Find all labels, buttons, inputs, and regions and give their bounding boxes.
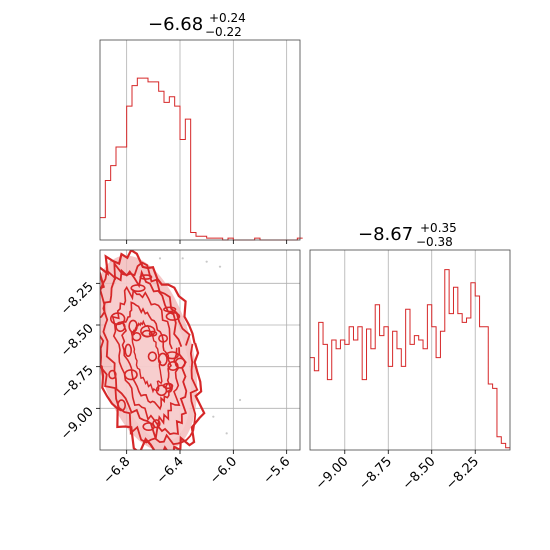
joint-ytick-label: −8.50 [58, 321, 97, 360]
hist-x-title-main: −6.68 [148, 14, 203, 35]
joint-xtick-label: −6.8 [101, 454, 134, 487]
joint-contour-loop [158, 334, 169, 343]
joint-contour-ring [121, 301, 172, 411]
hist-y-tick-label: −8.25 [443, 454, 482, 493]
joint-contour-loop [108, 369, 117, 380]
joint-contour-loop [130, 284, 146, 293]
joint-contour-loop [142, 422, 155, 431]
joint-contour-loop [124, 343, 132, 357]
joint-contour-loop [157, 352, 168, 367]
joint-frame [99, 249, 301, 451]
joint-contour-loop [109, 312, 126, 326]
hist-y-ticks: −9.00 −8.75 −8.50 −8.25 [313, 450, 482, 493]
hist-y-tick-label: −9.00 [313, 454, 352, 493]
joint-xtick-label: −5.6 [261, 454, 294, 487]
joint-contour-loop [163, 306, 177, 313]
joint-scatter-point [158, 257, 162, 260]
hist-y-grid [344, 250, 476, 450]
joint-contour-loop [167, 360, 179, 371]
joint-contour-ring [100, 260, 199, 446]
joint-contour-loop [155, 384, 168, 397]
joint-scatter-point [225, 432, 228, 435]
hist-y-title-minus: −0.38 [416, 235, 453, 249]
joint-panel: −6.8 −6.4 −6.0 −5.6 −8.25−8.50−8.75−9.00 [58, 249, 301, 487]
hist-x-ticks [126, 240, 288, 244]
hist-y-title: −8.67 +0.35 −0.38 [358, 221, 457, 249]
joint-contour-ring [100, 250, 206, 450]
hist-x-title-plus: +0.24 [209, 11, 246, 25]
joint-xtick-label: −6.4 [154, 454, 187, 487]
joint-contour-loop [123, 369, 138, 381]
joint-contours [100, 250, 242, 450]
hist-y-title-main: −8.67 [358, 224, 413, 245]
joint-contour-loop [174, 357, 186, 369]
joint-contour-loop [148, 330, 158, 337]
hist-y-tick-label: −8.75 [356, 454, 395, 493]
joint-contour-ring [102, 268, 188, 439]
hist-x-title: −6.68 +0.24 −0.22 [148, 11, 246, 39]
joint-contour-loop [128, 319, 138, 333]
hist-x-grid [126, 40, 288, 240]
joint-scatter-point [238, 398, 242, 402]
joint-ytick-label: −9.00 [58, 405, 97, 444]
joint-contour-loop [165, 311, 181, 321]
hist-y-frame [309, 249, 511, 451]
joint-scatter-point [205, 260, 208, 263]
joint-ytick-label: −8.25 [58, 280, 97, 319]
joint-xtick-label: −6.0 [207, 454, 240, 487]
hist-y-tick-label: −8.50 [400, 454, 439, 493]
hist-x-title-minus: −0.22 [205, 25, 242, 39]
hist-y-panel: −9.00 −8.75 −8.50 −8.25 −8.67 +0.35 −0.38 [309, 221, 511, 493]
joint-contour-ring [111, 285, 181, 428]
hist-y-title-plus: +0.35 [420, 221, 457, 235]
hist-x-frame [99, 39, 301, 241]
joint-ytick-label: −8.75 [58, 363, 97, 402]
joint-contour-loop [139, 274, 153, 280]
joint-contour-loop [117, 399, 127, 412]
joint-scatter-point [218, 265, 222, 268]
hist-x-panel: −6.68 +0.24 −0.22 [99, 11, 303, 244]
hist-y-step [310, 269, 510, 449]
joint-scatter-point [181, 257, 184, 260]
joint-contour-loop [115, 321, 126, 333]
joint-scatter-point [212, 415, 215, 418]
hist-x-step [100, 77, 303, 241]
joint-contour-loop [131, 332, 142, 342]
joint-contour-loop [147, 351, 158, 362]
